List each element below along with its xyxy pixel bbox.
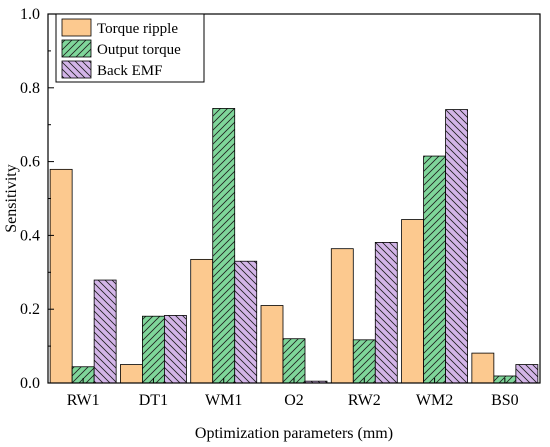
y-axis-title: Sensitivity <box>3 164 20 232</box>
bar-back-emf-rw2 <box>374 242 398 384</box>
legend-swatch-torque-ripple <box>61 18 92 37</box>
x-tick-label-dt1: DT1 <box>139 392 168 409</box>
x-axis-title: Optimization parameters (mm) <box>195 425 393 442</box>
bar-back-emf-bs0 <box>515 364 539 384</box>
bar-output-torque-o2 <box>282 338 306 384</box>
legend-label-back-emf: Back EMF <box>97 63 162 79</box>
bar-back-emf-dt1 <box>164 315 187 384</box>
x-tick-label-wm1: WM1 <box>205 392 242 409</box>
y-tick-label: 0.4 <box>20 227 40 244</box>
legend-swatch-back-emf <box>61 60 92 79</box>
bar-torque-ripple-rw1 <box>49 168 73 384</box>
bar-torque-ripple-bs0 <box>471 352 495 384</box>
bar-back-emf-rw1 <box>93 279 117 384</box>
bar-output-torque-dt1 <box>142 315 165 384</box>
bar-back-emf-wm2 <box>445 109 468 384</box>
bar-torque-ripple-dt1 <box>120 364 143 384</box>
legend-label-output-torque: Output torque <box>97 42 181 58</box>
bars-layer <box>49 108 539 384</box>
bar-output-torque-rw2 <box>352 339 376 384</box>
y-tick-label: 0.8 <box>20 80 40 97</box>
bar-torque-ripple-wm1 <box>190 258 214 384</box>
bar-torque-ripple-o2 <box>260 305 284 384</box>
legend-label-torque-ripple: Torque ripple <box>97 21 178 37</box>
bar-torque-ripple-wm2 <box>401 219 424 384</box>
bar-output-torque-wm2 <box>423 155 446 384</box>
x-tick-label-o2: O2 <box>284 392 304 409</box>
x-tick-label-rw1: RW1 <box>67 392 100 409</box>
bar-back-emf-wm1 <box>234 260 258 384</box>
legend: Torque ripple Output torque Back EMF <box>55 13 205 83</box>
x-tick-label-bs0: BS0 <box>491 392 519 409</box>
y-tick-label: 0.6 <box>20 154 40 171</box>
bar-torque-ripple-rw2 <box>330 248 354 384</box>
y-tick-label: 1.0 <box>20 6 40 23</box>
x-tick-label-rw2: RW2 <box>348 392 381 409</box>
axis-ticks: 0.0 0.2 0.4 0.6 0.8 1.0 RW1 DT1 WM1 O2 RW2 WM2 BS0 <box>20 6 519 409</box>
y-tick-label: 0.2 <box>20 301 40 318</box>
x-tick-label-wm2: WM2 <box>416 392 453 409</box>
legend-swatch-output-torque <box>61 39 92 58</box>
y-tick-label: 0.0 <box>20 375 40 392</box>
bar-output-torque-wm1 <box>212 108 236 384</box>
